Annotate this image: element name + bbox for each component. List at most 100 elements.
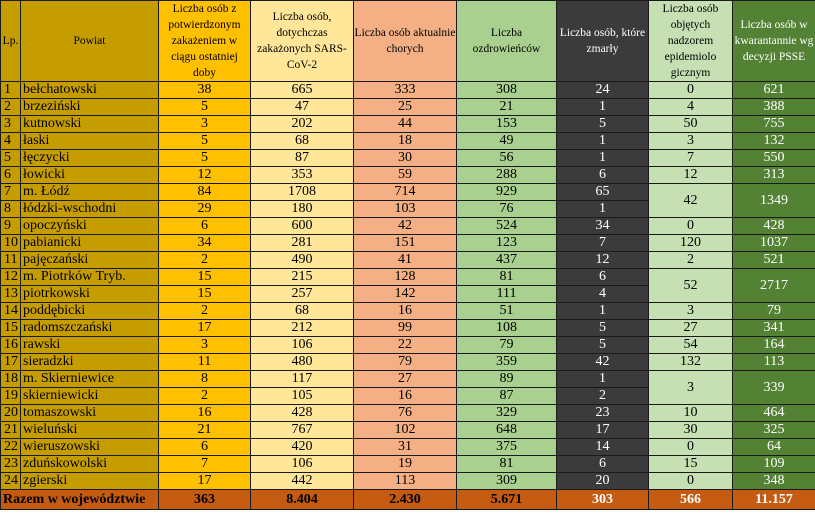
table-row: 21 wieluński 21 767 102 648 17 30 325 <box>0 421 815 439</box>
cell-deaths: 1 <box>556 149 649 167</box>
cell-deaths: 14 <box>556 438 649 456</box>
table-row: 9 opoczyński 6 600 42 524 34 0 428 <box>0 217 815 235</box>
table-row: 7 m. Łódź 84 1708 714 929 65 42 1349 <box>0 183 815 218</box>
cell-total-infected: 480 <box>250 353 354 371</box>
cell-currently-ill: 76 <box>353 404 457 422</box>
cell-quarantine: 341 <box>732 319 815 337</box>
cell-quarantine: 79 <box>732 302 815 320</box>
cell-lp: 10 <box>0 234 21 252</box>
cell-epi-supervision: 3 <box>648 370 733 405</box>
cell-total-infected: 281 <box>250 234 354 252</box>
cell-total-infected: 767 <box>250 421 354 439</box>
cell-new-cases: 84 <box>158 183 251 201</box>
table-row: 5 łęczycki 5 87 30 56 1 7 550 <box>0 149 815 167</box>
cell-recovered: 89 <box>456 370 557 388</box>
total-recovered: 5.671 <box>456 489 557 510</box>
cell-epi-supervision: 42 <box>648 183 733 218</box>
cell-total-infected: 353 <box>250 166 354 184</box>
cell-total-infected: 68 <box>250 302 354 320</box>
cell-lp: 8 <box>0 200 21 218</box>
header-row: Lp. Powiat Liczba osób z potwierdzonym z… <box>0 0 815 82</box>
total-row: Razem w województwie 363 8.404 2.430 5.6… <box>0 489 815 510</box>
cell-recovered: 648 <box>456 421 557 439</box>
cell-currently-ill: 59 <box>353 166 457 184</box>
cell-lp: 12 <box>0 268 21 286</box>
cell-currently-ill: 99 <box>353 319 457 337</box>
cell-lp: 11 <box>0 251 21 269</box>
cell-quarantine: 2717 <box>732 268 815 303</box>
cell-total-infected: 68 <box>250 132 354 150</box>
cell-recovered: 111 <box>456 285 557 303</box>
cell-currently-ill: 44 <box>353 115 457 133</box>
cell-currently-ill: 142 <box>353 285 457 303</box>
cell-deaths: 23 <box>556 404 649 422</box>
table-row: 18 m. Skierniewice 8 117 27 89 1 3 339 <box>0 370 815 405</box>
cell-total-infected: 257 <box>250 285 354 303</box>
table-row: 12 m. Piotrków Tryb. 15 215 128 81 6 52 2717 <box>0 268 815 303</box>
cell-currently-ill: 42 <box>353 217 457 235</box>
total-label: Razem w województwie <box>0 489 159 510</box>
cell-quarantine: 621 <box>732 81 815 99</box>
cell-deaths: 1 <box>556 132 649 150</box>
cell-powiat: bełchatowski <box>20 81 159 99</box>
cell-deaths: 2 <box>556 387 649 405</box>
cell-recovered: 76 <box>456 200 557 218</box>
cell-powiat: opoczyński <box>20 217 159 235</box>
cell-recovered: 375 <box>456 438 557 456</box>
cell-new-cases: 5 <box>158 98 251 116</box>
total-epi-supervision: 566 <box>648 489 733 510</box>
table-row: 10 pabianicki 34 281 151 123 7 120 1037 <box>0 234 815 252</box>
table-body: 1 bełchatowski 38 665 333 308 24 0 621 2 brzezińsk… <box>0 81 815 490</box>
table-row: 15 radomszczański 17 212 99 108 5 27 341 <box>0 319 815 337</box>
cell-powiat: zduńskowolski <box>20 455 159 473</box>
cell-total-infected: 490 <box>250 251 354 269</box>
table-row: 23 zduńskowolski 7 106 19 81 6 15 109 <box>0 455 815 473</box>
table-row: 14 poddębicki 2 68 16 51 1 3 79 <box>0 302 815 320</box>
cell-new-cases: 6 <box>158 438 251 456</box>
total-deaths: 303 <box>556 489 649 510</box>
cell-quarantine: 348 <box>732 472 815 490</box>
cell-currently-ill: 31 <box>353 438 457 456</box>
table-row: 3 kutnowski 3 202 44 153 5 50 755 <box>0 115 815 133</box>
cell-lp: 22 <box>0 438 21 456</box>
cell-recovered: 21 <box>456 98 557 116</box>
cell-deaths: 34 <box>556 217 649 235</box>
cell-lp: 24 <box>0 472 21 490</box>
total-quarantine: 11.157 <box>732 489 815 510</box>
table-row: 2 brzeziński 5 47 25 21 1 4 388 <box>0 98 815 116</box>
cell-currently-ill: 27 <box>353 370 457 388</box>
cell-total-infected: 420 <box>250 438 354 456</box>
cell-new-cases: 2 <box>158 251 251 269</box>
cell-recovered: 309 <box>456 472 557 490</box>
cell-epi-supervision: 132 <box>648 353 733 371</box>
cell-new-cases: 2 <box>158 302 251 320</box>
cell-deaths: 42 <box>556 353 649 371</box>
cell-currently-ill: 19 <box>353 455 457 473</box>
table-row: 6 łowicki 12 353 59 288 6 12 313 <box>0 166 815 184</box>
header-recovered: Liczba ozdrowieńców <box>456 0 557 82</box>
cell-epi-supervision: 120 <box>648 234 733 252</box>
cell-deaths: 5 <box>556 336 649 354</box>
cell-lp: 15 <box>0 319 21 337</box>
table-row: 20 tomaszowski 16 428 76 329 23 10 464 <box>0 404 815 422</box>
cell-currently-ill: 41 <box>353 251 457 269</box>
cell-epi-supervision: 52 <box>648 268 733 303</box>
cell-deaths: 24 <box>556 81 649 99</box>
cell-epi-supervision: 3 <box>648 132 733 150</box>
cell-new-cases: 6 <box>158 217 251 235</box>
cell-total-infected: 106 <box>250 455 354 473</box>
cell-total-infected: 180 <box>250 200 354 218</box>
cell-lp: 3 <box>0 115 21 133</box>
cell-deaths: 5 <box>556 319 649 337</box>
cell-total-infected: 665 <box>250 81 354 99</box>
cell-lp: 14 <box>0 302 21 320</box>
table-row: 8 łódzki-wschodni 29 180 103 76 1 <box>0 200 815 218</box>
cell-recovered: 49 <box>456 132 557 150</box>
cell-new-cases: 5 <box>158 149 251 167</box>
table-row: 16 rawski 3 106 22 79 5 54 164 <box>0 336 815 354</box>
cell-currently-ill: 16 <box>353 302 457 320</box>
cell-new-cases: 8 <box>158 370 251 388</box>
cell-quarantine: 428 <box>732 217 815 235</box>
cell-lp: 16 <box>0 336 21 354</box>
cell-lp: 6 <box>0 166 21 184</box>
